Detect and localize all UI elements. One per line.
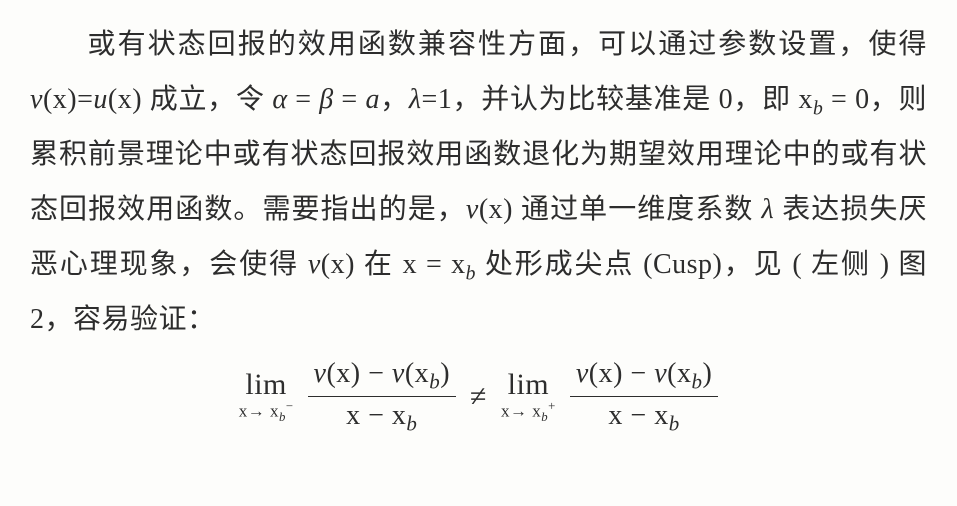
var-beta: β: [319, 84, 333, 115]
var-a: a: [365, 84, 380, 115]
math-1: (x)=: [43, 84, 93, 115]
var-alpha: α: [272, 84, 287, 115]
text-seg-7: (x) 在 x = x: [321, 249, 466, 280]
paper-excerpt: 或有状态回报的效用函数兼容性方面，可以通过参数设置，使得 v(x)=u(x) 成…: [0, 0, 957, 436]
fraction-right: v(x) − v(xb) x − xb: [570, 358, 718, 436]
num-l-xb-sub: b: [429, 369, 440, 393]
lim-under-left-sup: −: [286, 399, 294, 413]
num-r-xb-sub: b: [691, 369, 702, 393]
var-v-1: v: [30, 84, 43, 115]
var-u-1: u: [93, 84, 108, 115]
num-v-l1: v: [314, 358, 327, 389]
body-paragraph: 或有状态回报的效用函数兼容性方面，可以通过参数设置，使得 v(x)=u(x) 成…: [30, 18, 927, 348]
den-r-sub: b: [669, 412, 680, 436]
den-r-pre: x − x: [608, 400, 668, 431]
num-v-r2: v: [654, 358, 667, 389]
var-lambda-1: λ: [409, 84, 422, 115]
num-v-r1: v: [576, 358, 589, 389]
num-r-close: ): [702, 358, 712, 389]
var-lambda-2: λ: [762, 194, 775, 225]
lim-under-left-sub: b: [279, 411, 286, 425]
text-seg-2: (x) 成立，令: [108, 84, 272, 115]
numerator-left: v(x) − v(xb): [308, 358, 456, 394]
lim-under-right-sup: +: [548, 399, 556, 413]
not-equal-sign: ≠: [470, 368, 487, 427]
lim-word-right: lim: [508, 369, 550, 401]
eq-1: =: [288, 84, 320, 115]
fraction-left: v(x) − v(xb) x − xb: [308, 358, 456, 436]
equation-row: lim x→ xb− v(x) − v(xb) x − xb ≠ lim x→ …: [239, 358, 719, 436]
denominator-left: x − xb: [340, 400, 423, 436]
denominator-right: x − xb: [602, 400, 685, 436]
sub-b-1: b: [813, 98, 823, 119]
lim-under-right-pre: x→ x: [501, 402, 541, 421]
lim-under-left-pre: x→ x: [239, 402, 279, 421]
den-l-sub: b: [406, 412, 417, 436]
limit-left: lim x→ xb−: [239, 369, 294, 425]
numerator-right: v(x) − v(xb): [570, 358, 718, 394]
text-seg-5: (x) 通过单一维度系数: [479, 194, 762, 225]
lim-word-left: lim: [245, 369, 287, 401]
den-l-pre: x − x: [346, 400, 406, 431]
sub-b-2: b: [466, 263, 476, 284]
num-l-close: ): [440, 358, 450, 389]
num-r-xb-open: (x: [667, 358, 691, 389]
num-r-open: (x) −: [589, 358, 654, 389]
lim-under-right: x→ xb+: [501, 400, 556, 424]
var-v-2: v: [466, 194, 479, 225]
display-equation: lim x→ xb− v(x) − v(xb) x − xb ≠ lim x→ …: [30, 356, 927, 436]
lim-under-left: x→ xb−: [239, 400, 294, 424]
fraction-bar-right: [570, 396, 718, 397]
num-v-l2: v: [392, 358, 405, 389]
limit-right: lim x→ xb+: [501, 369, 556, 425]
text-seg-3: =1，并认为比较基准是 0，即 x: [422, 84, 814, 115]
num-l-xb-open: (x: [405, 358, 429, 389]
var-v-3: v: [308, 249, 321, 280]
comma-1: ，: [380, 84, 409, 115]
eq-2: =: [334, 84, 366, 115]
num-l-open: (x) −: [326, 358, 391, 389]
text-seg-1: 或有状态回报的效用函数兼容性方面，可以通过参数设置，使得: [86, 29, 927, 60]
fraction-bar-left: [308, 396, 456, 397]
